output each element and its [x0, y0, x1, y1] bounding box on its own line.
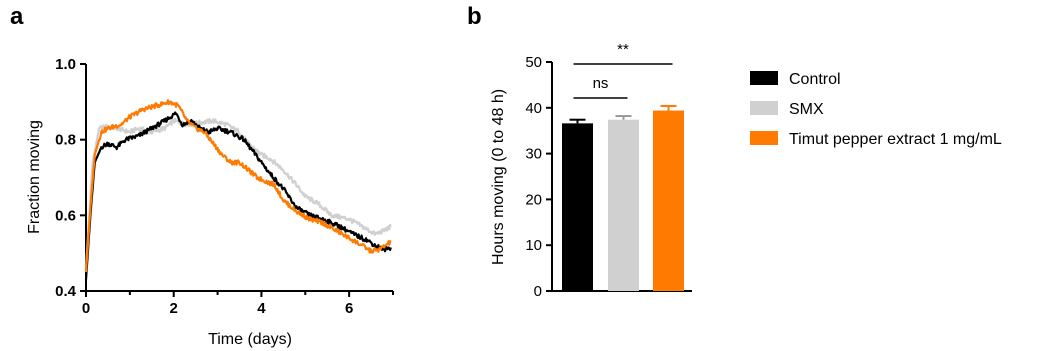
series-line-smx: [84, 117, 392, 269]
panel-a-letter: a: [10, 3, 24, 30]
panel-b-y-tick-label: 0: [534, 283, 542, 300]
panel-b-y-tick-label: 20: [525, 191, 542, 208]
panel-b-bar-chart: 0 10 20 30 40 50 ns ** Hours moving (0 to 48 h…: [490, 41, 692, 300]
panel-a-x-tick-label: 0: [82, 300, 90, 317]
legend-swatch: [750, 71, 778, 85]
significance-label: ns: [593, 75, 609, 92]
panel-a-line-chart: 0.4 0.6 0.8 1.0 0 2 4 6 Time (days) Fraction m…: [26, 56, 394, 348]
series-line-control: [84, 111, 392, 280]
panel-b-y-tick-label: 10: [525, 237, 542, 254]
legend: Control SMX Timut pepper extract 1 mg/mL: [750, 71, 1002, 148]
panel-a-y-tick-label: 0.4: [55, 283, 77, 300]
bar-timut: [653, 110, 684, 291]
significance-label: **: [617, 41, 629, 58]
panel-a-y-axis-title: Fraction moving: [26, 120, 43, 234]
panel-b-y-tick-label: 50: [525, 54, 542, 71]
legend-swatch: [750, 101, 778, 115]
bar-control: [562, 123, 593, 291]
panel-a-y-tick-label: 0.8: [55, 132, 76, 149]
legend-label: SMX: [789, 101, 824, 118]
series-line-timut: [84, 99, 392, 273]
bar-smx: [608, 119, 639, 291]
legend-label: Control: [789, 71, 841, 88]
legend-swatch: [750, 131, 778, 145]
panel-b-y-axis-title: Hours moving (0 to 48 h): [490, 89, 507, 265]
panel-a-x-tick-label: 6: [345, 300, 353, 317]
panel-b-y-tick-label: 40: [525, 100, 542, 117]
panel-a-x-axis-title: Time (days): [208, 331, 292, 348]
panel-b-y-tick-label: 30: [525, 146, 542, 163]
panel-b-letter: b: [467, 3, 482, 30]
panel-a-y-tick-label: 0.6: [55, 207, 76, 224]
panel-a-x-tick-label: 2: [170, 300, 178, 317]
legend-label: Timut pepper extract 1 mg/mL: [789, 131, 1002, 148]
panel-a-y-tick-label: 1.0: [55, 56, 76, 73]
panel-a-x-tick-label: 4: [257, 300, 266, 317]
